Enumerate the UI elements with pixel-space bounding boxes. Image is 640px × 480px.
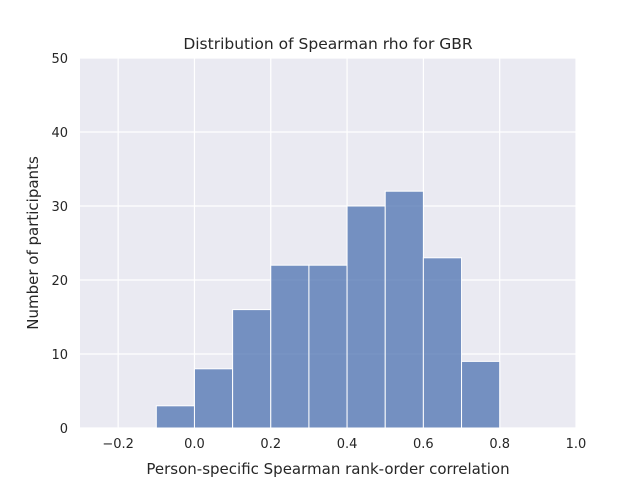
x-tick-label: 1.0 <box>566 437 587 452</box>
histogram-bar <box>193 368 234 429</box>
x-tick-label: −0.2 <box>102 437 134 452</box>
histogram-bar <box>461 360 501 429</box>
histogram-bar <box>308 264 348 429</box>
y-tick-label: 40 <box>51 126 68 141</box>
y-tick-label: 0 <box>60 422 68 437</box>
y-axis-label: Number of participants <box>24 156 42 330</box>
histogram-bar <box>422 257 463 429</box>
y-tick-label: 20 <box>51 274 68 289</box>
x-tick-label: 0.6 <box>413 437 434 452</box>
y-tick-label: 30 <box>51 200 68 215</box>
x-tick-labels: −0.2 0.0 0.2 0.4 0.6 0.8 1.0 <box>102 437 586 452</box>
x-axis-label: Person-specific Spearman rank-order corr… <box>146 460 509 478</box>
x-tick-label: 0.4 <box>337 437 358 452</box>
histogram-bar <box>270 264 310 429</box>
histogram-bar <box>384 190 424 429</box>
histogram-bar <box>346 205 386 429</box>
histogram-bar <box>155 405 195 429</box>
histogram-bars <box>155 190 501 429</box>
x-tick-label: 0.0 <box>184 437 205 452</box>
y-tick-label: 50 <box>51 52 68 67</box>
x-tick-label: 0.8 <box>489 437 510 452</box>
x-tick-label: 0.2 <box>260 437 281 452</box>
y-tick-labels: 0 10 20 30 40 50 <box>51 52 68 437</box>
chart-title: Distribution of Spearman rho for GBR <box>183 35 473 53</box>
histogram-bar <box>232 309 272 429</box>
y-tick-label: 10 <box>51 348 68 363</box>
